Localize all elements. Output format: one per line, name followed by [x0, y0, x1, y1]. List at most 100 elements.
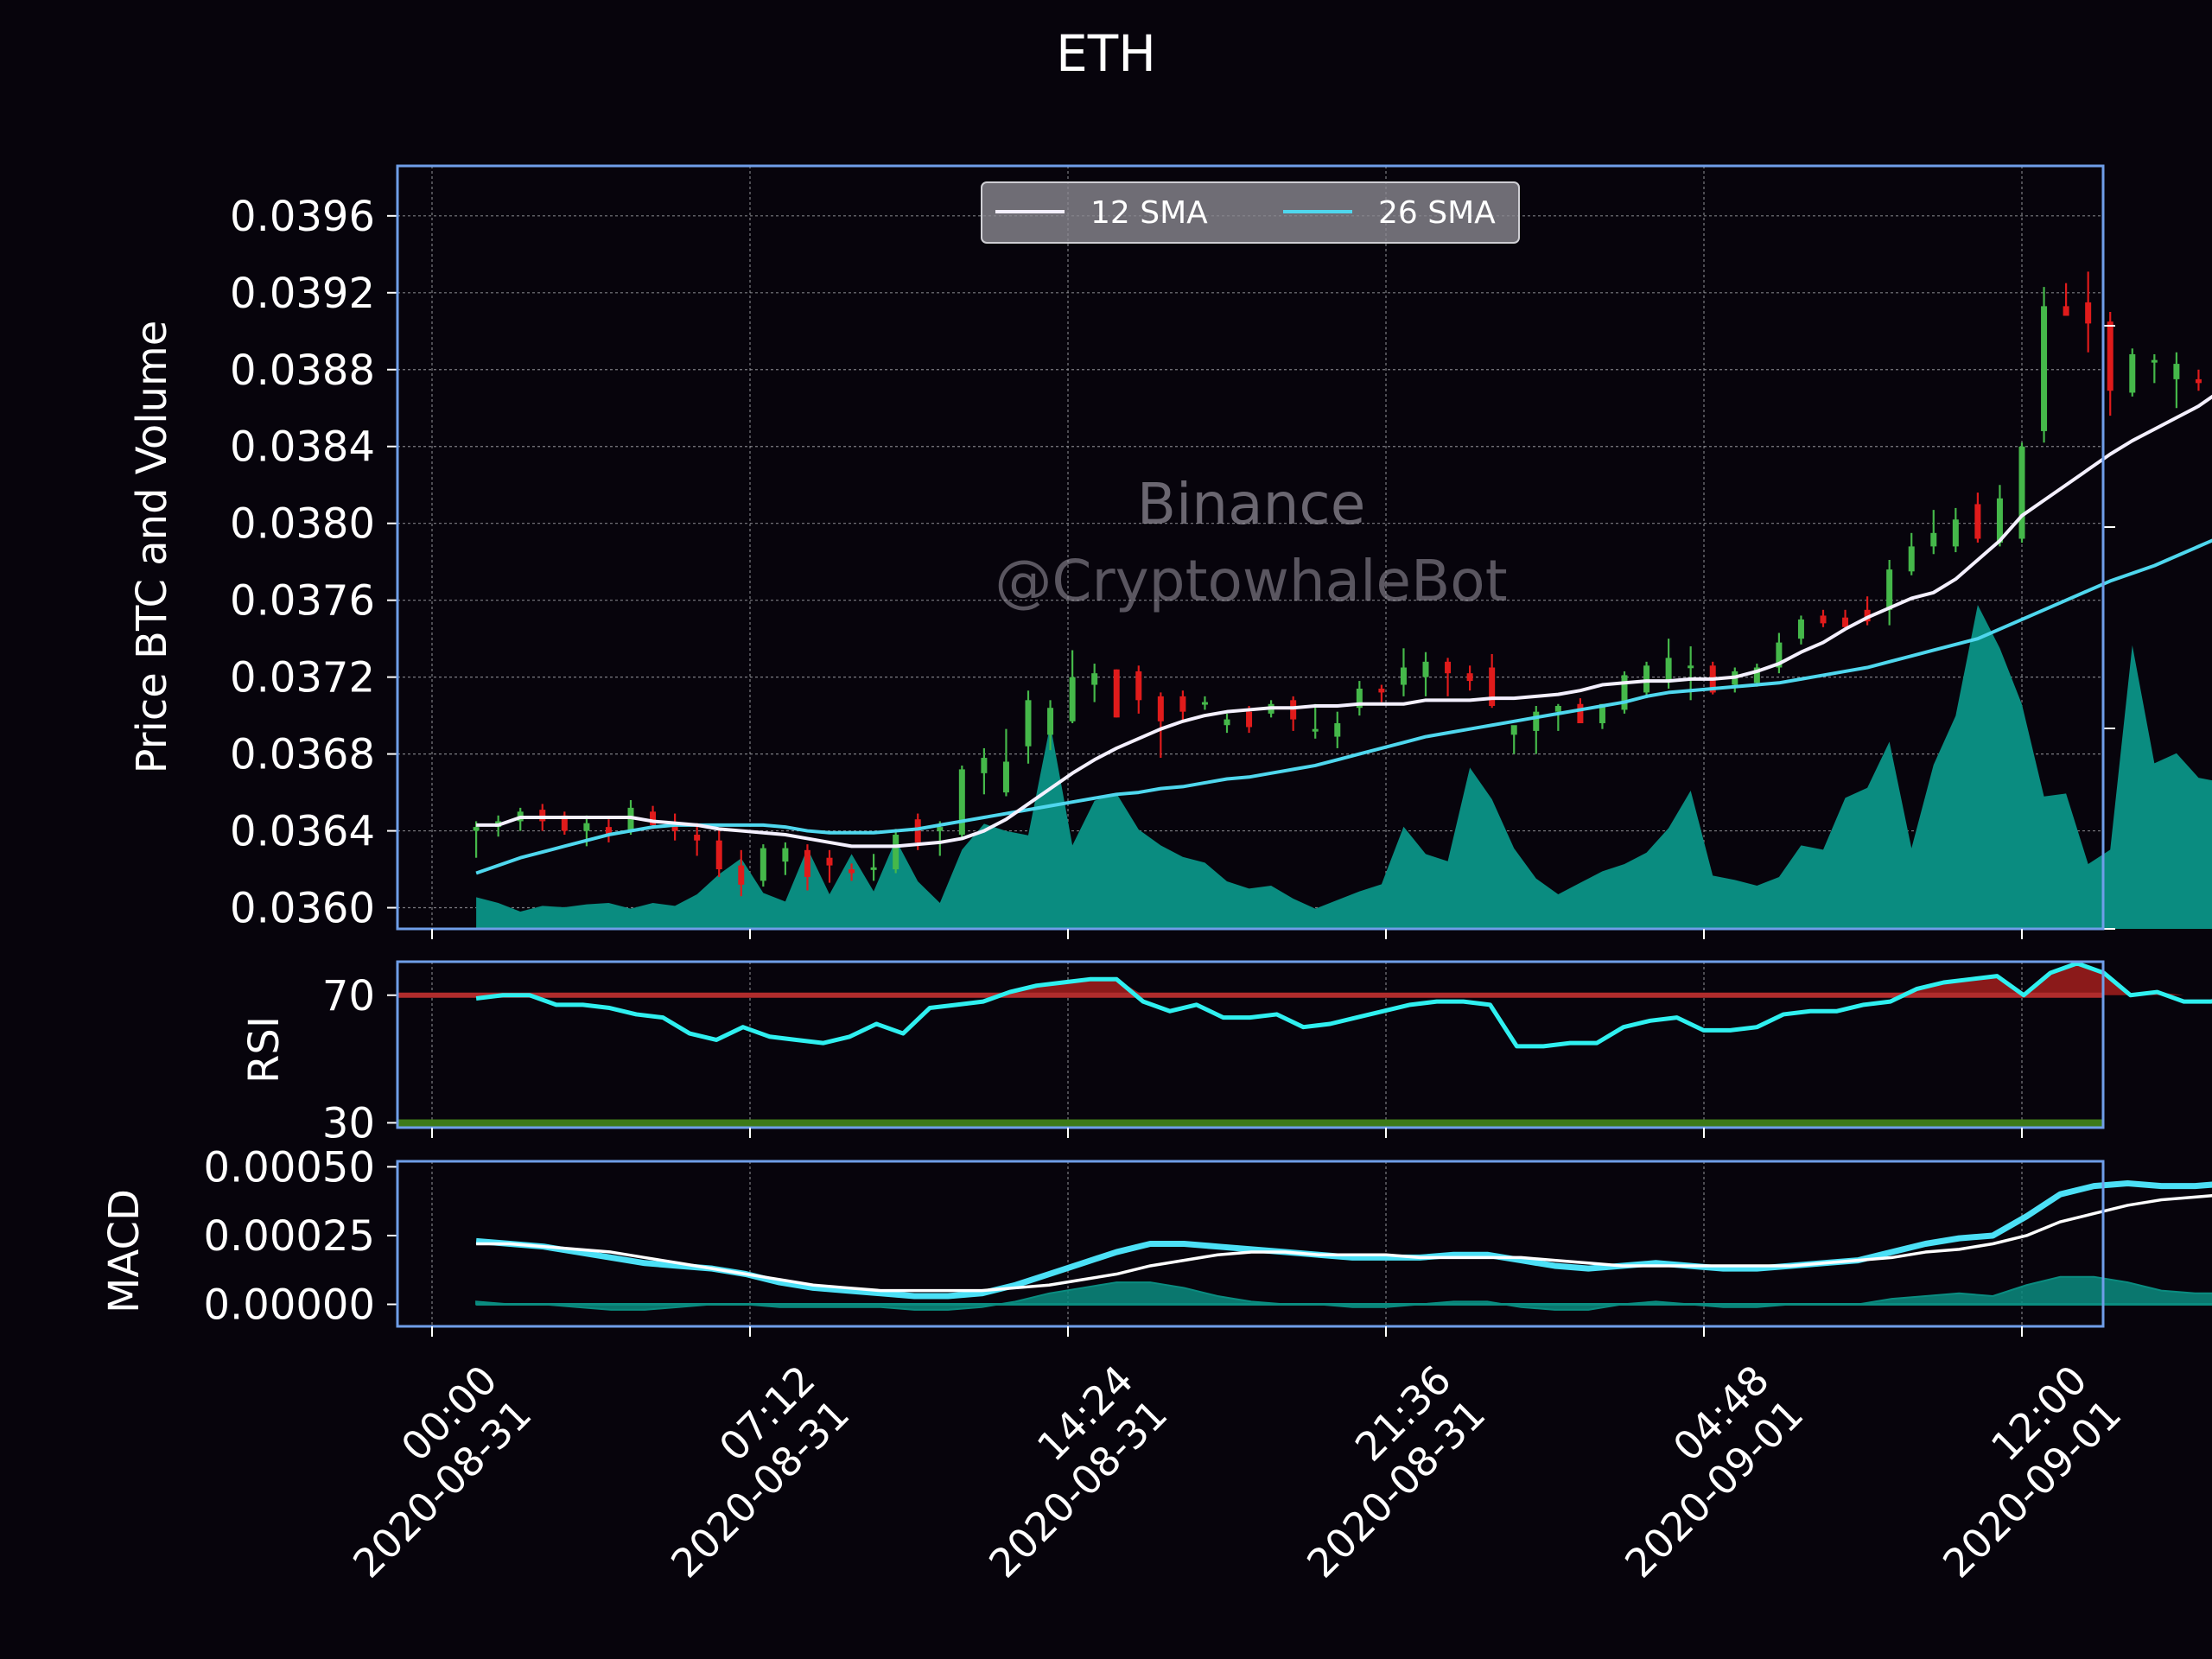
candle-body — [1577, 703, 1584, 724]
candle-body — [650, 811, 657, 825]
candle-body — [1002, 761, 1009, 793]
candle-body — [2129, 353, 2136, 393]
candle-body — [1599, 703, 1605, 724]
candle-body — [1246, 711, 1253, 728]
candle-body — [981, 758, 988, 773]
candle-body — [849, 869, 855, 874]
candle-body — [1025, 700, 1032, 747]
candle-body — [2085, 302, 2092, 324]
candle-body — [2151, 359, 2158, 363]
x-tick-label: 14:242020-08-31 — [946, 1357, 1177, 1587]
candle-body — [2195, 378, 2202, 384]
candle-body — [1356, 688, 1363, 709]
candle-body — [561, 815, 568, 831]
candle-body — [583, 823, 590, 831]
candle-body — [870, 867, 877, 870]
rsi-panel-frame — [396, 960, 2105, 1129]
candle-body — [914, 819, 921, 842]
candle-body — [605, 827, 612, 836]
candle-body — [1179, 696, 1186, 712]
legend: 12 SMA 26 SMA — [981, 181, 1520, 244]
candle-body — [1334, 723, 1341, 737]
candle-body — [1753, 667, 1760, 683]
price-ytick-label: 0.0368 — [230, 731, 375, 779]
legend-box — [981, 181, 1520, 244]
watermark-line-2: @CryptowhaleBot — [995, 548, 1507, 614]
candle-body — [760, 848, 766, 881]
candle-body — [1952, 519, 1959, 547]
candle-body — [1864, 609, 1871, 622]
candle-body — [473, 827, 480, 831]
candle-body — [1091, 673, 1098, 685]
legend-label-26sma: 26 SMA — [1378, 195, 1496, 231]
macd-histogram — [475, 1275, 2212, 1311]
candle-body — [1930, 532, 1937, 547]
candles — [473, 271, 2202, 897]
sma-lines — [475, 394, 2212, 875]
candle-body — [937, 827, 944, 831]
candle-body — [826, 857, 833, 866]
candle-body — [2018, 446, 2025, 539]
candle-body — [1510, 725, 1517, 735]
candle-body — [1489, 667, 1496, 706]
price-ytick-label: 0.0360 — [230, 885, 375, 933]
candle-body — [738, 865, 745, 885]
candle-body — [1643, 665, 1650, 693]
candle-body — [782, 848, 789, 862]
watermark-line-1: Binance — [1137, 471, 1366, 537]
macd-line — [475, 1179, 2212, 1300]
candle-body — [1201, 702, 1208, 705]
candle-body — [1886, 569, 1893, 610]
candle-body — [1554, 705, 1561, 712]
candle-body — [1378, 688, 1385, 693]
x-tick-label: 04:482020-09-01 — [1582, 1357, 1813, 1587]
x-tick-label: 07:122020-08-31 — [628, 1357, 859, 1587]
macd-panel: 0.00050 0.00025 0.00000 — [204, 1143, 2212, 1330]
candle-body — [1996, 498, 2003, 543]
price-ytick-label: 0.0364 — [230, 808, 375, 856]
price-ylabel: Price BTC and Volume — [128, 321, 176, 774]
candle-body — [1842, 617, 1849, 627]
x-tick-label: 00:002020-08-31 — [310, 1357, 541, 1587]
candle-body — [1621, 675, 1628, 710]
candle-body — [1224, 719, 1230, 726]
candle-body — [2107, 321, 2113, 391]
price-ytick-label: 0.0380 — [230, 500, 375, 549]
price-ytick-label: 0.0372 — [230, 654, 375, 702]
candle-body — [715, 840, 722, 870]
price-panel-frame — [396, 164, 2105, 931]
candle-body — [1047, 708, 1054, 735]
sma26-line — [475, 538, 2212, 875]
candle-body — [2173, 364, 2180, 379]
legend-label-12sma: 12 SMA — [1090, 195, 1208, 231]
volume-area-path — [476, 605, 2212, 929]
candle-body — [671, 823, 678, 831]
price-ytick-label: 0.0392 — [230, 270, 375, 318]
macd-panel-frame — [396, 1160, 2105, 1328]
macd-ytick-label: 0.00025 — [204, 1212, 376, 1261]
candle-body — [1290, 700, 1297, 720]
macd-ytick-label: 0.00000 — [204, 1281, 376, 1330]
x-tick-label: 21:362020-08-31 — [1264, 1357, 1495, 1587]
price-ytick-label: 0.0376 — [230, 577, 375, 626]
candle-body — [1157, 696, 1164, 721]
candle-body — [958, 769, 965, 836]
rsi-line — [475, 961, 2212, 1049]
candle-body — [1665, 658, 1672, 682]
volume-area — [476, 605, 2212, 929]
rsi-panel: 70 30 — [322, 961, 2212, 1147]
candle-body — [1820, 615, 1827, 624]
price-ytick-label: 0.0396 — [230, 193, 375, 241]
chart-title: ETH — [1056, 24, 1156, 83]
candle-body — [1974, 504, 1981, 539]
candle-body — [1533, 711, 1540, 731]
candle-body — [627, 807, 634, 831]
candle-body — [1776, 642, 1783, 668]
candle-body — [1422, 661, 1429, 677]
candle-body — [539, 810, 546, 822]
price-ytick-label: 0.0384 — [230, 423, 375, 472]
candle-body — [2041, 306, 2048, 431]
candle-body — [1908, 546, 1915, 572]
rsi-ytick-label: 70 — [322, 972, 375, 1020]
